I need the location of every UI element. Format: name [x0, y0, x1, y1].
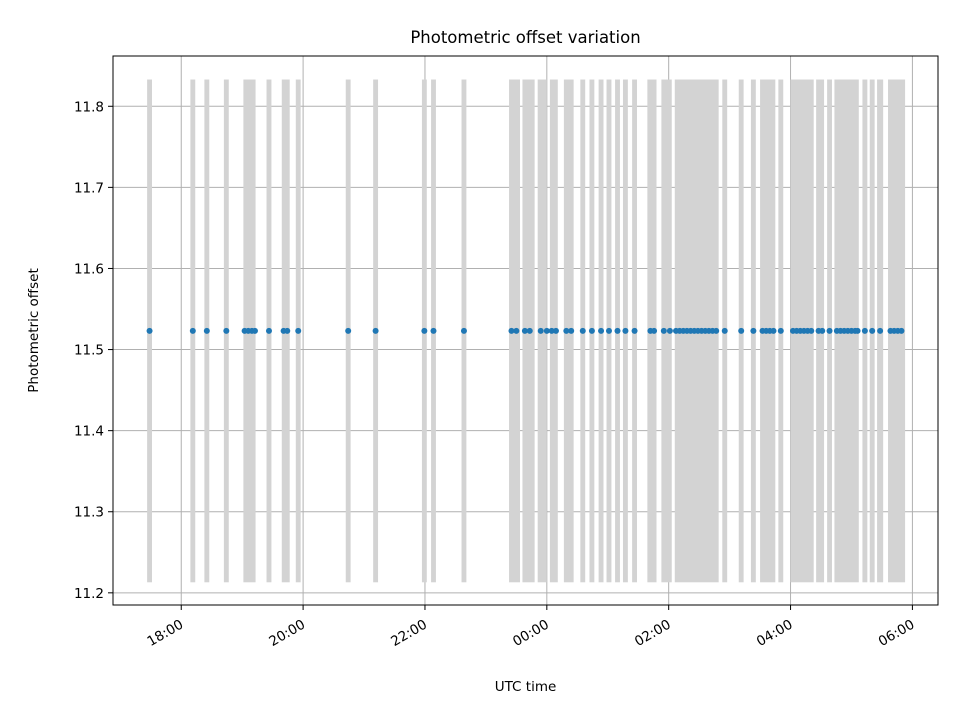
data-point-26: [568, 327, 575, 334]
data-point-13: [372, 327, 379, 334]
y-tick-label-2: 11.4: [74, 424, 104, 440]
data-point-37: [666, 327, 673, 334]
data-point-8: [265, 327, 272, 334]
data-point-32: [622, 327, 629, 334]
data-point-7: [251, 327, 258, 334]
y-tick-label-4: 11.6: [74, 261, 104, 277]
data-point-25: [563, 327, 570, 334]
data-point-35: [651, 327, 658, 334]
data-point-28: [588, 327, 595, 334]
data-point-24: [552, 327, 559, 334]
data-point-63: [808, 327, 815, 334]
x-tick-label-1: 20:00: [266, 617, 308, 650]
data-point-51: [738, 327, 745, 334]
y-tick-label-0: 11.2: [74, 586, 104, 602]
data-point-1: [189, 327, 196, 334]
data-point-18: [513, 327, 520, 334]
x-tick-label-2: 22:00: [388, 617, 430, 650]
data-point-56: [770, 327, 777, 334]
data-point-12: [345, 327, 352, 334]
data-point-36: [660, 327, 667, 334]
data-point-10: [284, 327, 291, 334]
y-tick-label-3: 11.5: [74, 343, 104, 359]
data-point-33: [631, 327, 638, 334]
data-point-66: [826, 327, 833, 334]
data-point-11: [295, 327, 302, 334]
data-point-19: [521, 327, 528, 334]
x-tick-label-4: 02:00: [632, 617, 674, 650]
data-point-29: [598, 327, 605, 334]
x-tick-label-6: 06:00: [876, 617, 918, 650]
data-point-16: [460, 327, 467, 334]
data-points: [146, 327, 905, 334]
data-point-57: [777, 327, 784, 334]
plot-frame: [112, 55, 939, 606]
y-axis-label: Photometric offset: [26, 268, 42, 392]
data-point-0: [146, 327, 153, 334]
data-point-73: [854, 327, 861, 334]
data-point-17: [508, 327, 515, 334]
data-point-76: [877, 327, 884, 334]
data-point-2: [203, 327, 210, 334]
data-point-50: [721, 327, 728, 334]
data-point-3: [223, 327, 230, 334]
data-point-27: [579, 327, 586, 334]
y-tick-label-1: 11.3: [74, 505, 104, 521]
data-point-80: [898, 327, 905, 334]
data-point-31: [614, 327, 621, 334]
data-point-75: [869, 327, 876, 334]
x-axis-label: UTC time: [495, 679, 557, 695]
data-point-20: [526, 327, 533, 334]
data-point-30: [605, 327, 612, 334]
y-tick-label-6: 11.8: [74, 99, 104, 115]
data-point-22: [543, 327, 550, 334]
data-point-65: [819, 327, 826, 334]
data-point-74: [861, 327, 868, 334]
x-tick-label-3: 00:00: [510, 617, 552, 650]
chart-title: Photometric offset variation: [410, 28, 640, 47]
data-point-52: [750, 327, 757, 334]
y-tick-label-5: 11.7: [74, 180, 104, 196]
data-point-21: [537, 327, 544, 334]
data-point-15: [430, 327, 437, 334]
x-tick-label-0: 18:00: [145, 617, 187, 650]
data-point-14: [421, 327, 428, 334]
data-point-23: [548, 327, 555, 334]
x-tick-label-5: 04:00: [754, 617, 796, 650]
data-point-49: [713, 327, 720, 334]
